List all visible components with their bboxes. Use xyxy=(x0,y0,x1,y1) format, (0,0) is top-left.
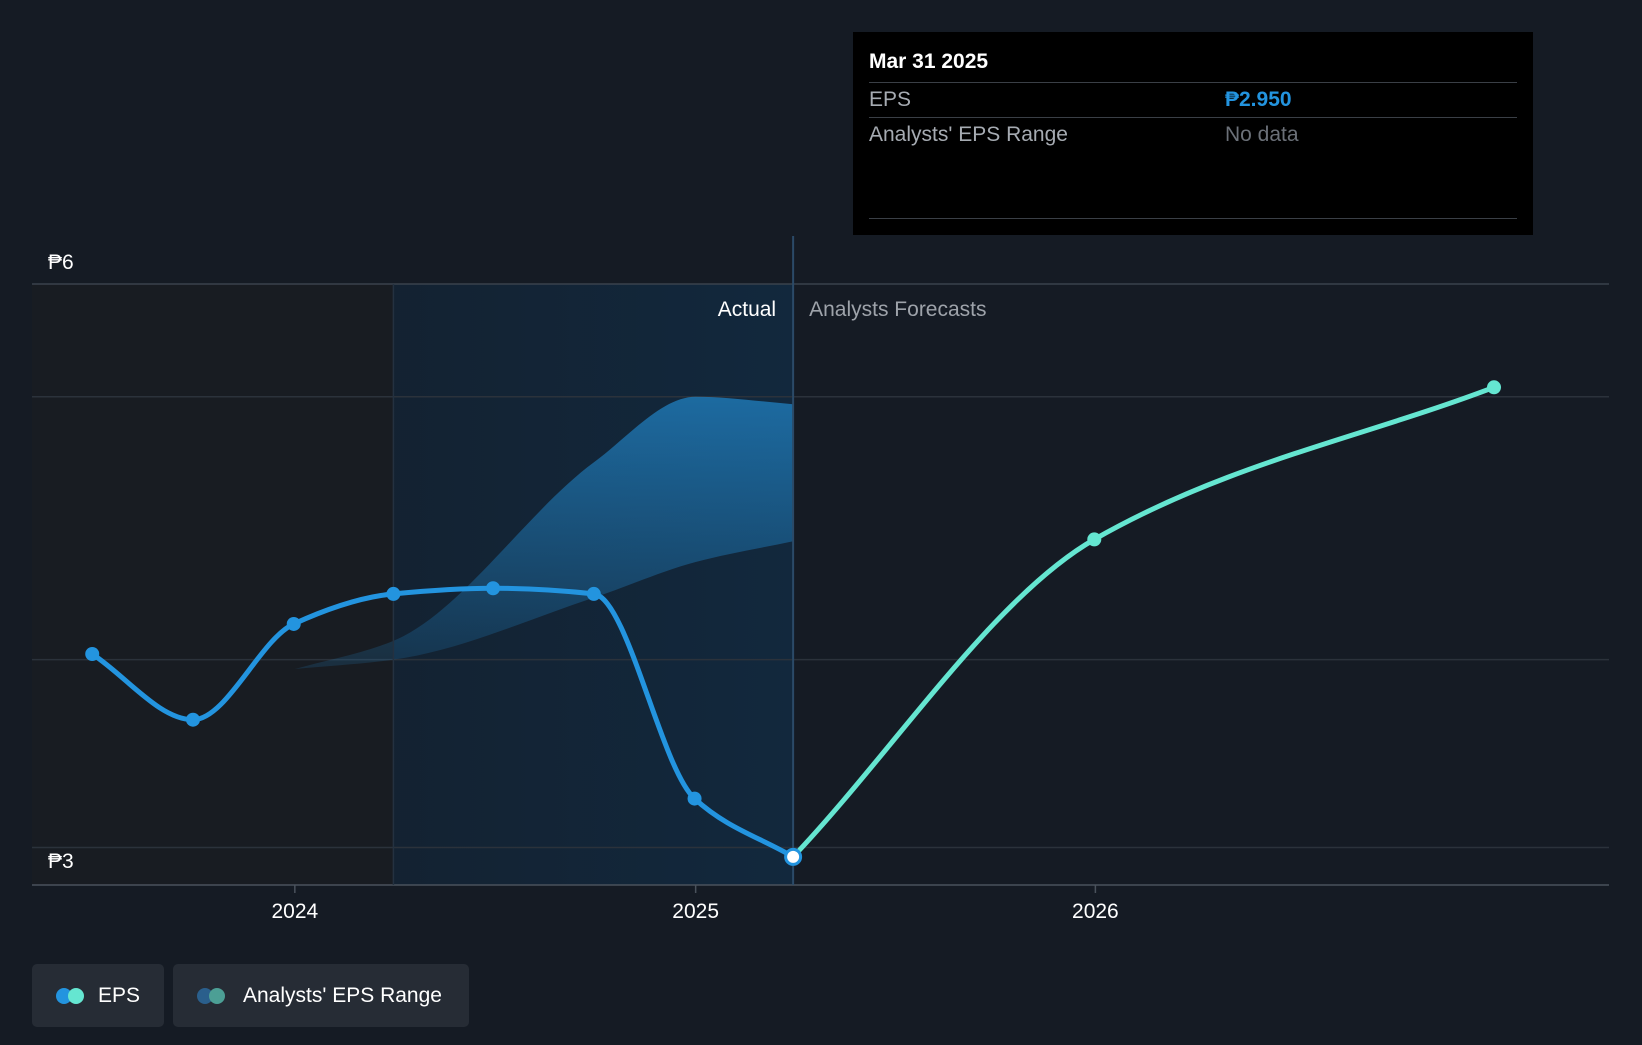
legend-item-eps[interactable]: EPS xyxy=(32,964,164,1027)
tooltip-range-label: Analysts' EPS Range xyxy=(869,123,1068,146)
axis-labels: ₱6 ₱3 2024 2025 2026 xyxy=(48,251,1119,923)
eps-forecast-point[interactable] xyxy=(1087,532,1102,547)
x-tick-label: 2026 xyxy=(1072,900,1119,923)
eps-forecast-line xyxy=(790,384,1497,860)
legend-eps-label: EPS xyxy=(97,983,140,1007)
eps-actual-point[interactable] xyxy=(185,712,200,727)
y-tick-label: ₱3 xyxy=(48,850,74,873)
tooltip-range-value: No data xyxy=(1225,123,1299,146)
legend-range-label: Analysts' EPS Range xyxy=(243,983,442,1007)
eps-actual-point[interactable] xyxy=(85,646,100,661)
eps-actual-point[interactable] xyxy=(586,586,601,601)
x-tick-label: 2025 xyxy=(672,900,719,923)
tooltip-date: Mar 31 2025 xyxy=(869,32,1517,83)
eps-actual-point[interactable] xyxy=(286,616,301,631)
past-region-shade xyxy=(32,284,394,885)
x-tick-label: 2024 xyxy=(271,900,318,923)
actual-region-label: Actual xyxy=(718,298,776,321)
chart-legend: EPS Analysts' EPS Range xyxy=(32,964,469,1027)
eps-actual-point[interactable] xyxy=(486,581,501,596)
hover-tooltip: Mar 31 2025 EPS ₱2.950 Analysts' EPS Ran… xyxy=(853,32,1533,235)
tooltip-eps-value: ₱2.950 xyxy=(1225,88,1292,111)
analysts-eps-range-band xyxy=(294,396,794,670)
forecast-region-label: Analysts Forecasts xyxy=(809,298,986,321)
tooltip-divider xyxy=(869,218,1517,219)
eps-legend-dots-icon xyxy=(56,987,84,1005)
eps-actual-point[interactable] xyxy=(386,586,401,601)
tooltip-row-eps: EPS ₱2.950 xyxy=(869,83,1517,118)
eps-points xyxy=(85,380,1502,866)
eps-actual-point[interactable] xyxy=(687,791,702,806)
eps-forecast-point[interactable] xyxy=(1487,380,1502,395)
eps-actual-line xyxy=(89,585,796,860)
eps-highlight-point[interactable] xyxy=(784,847,803,866)
tooltip-row-range: Analysts' EPS Range No data xyxy=(869,118,1517,152)
range-legend-dots-icon xyxy=(197,987,227,1005)
y-tick-label: ₱6 xyxy=(48,251,74,274)
legend-item-range[interactable]: Analysts' EPS Range xyxy=(173,964,469,1027)
tooltip-eps-label: EPS xyxy=(869,88,912,111)
